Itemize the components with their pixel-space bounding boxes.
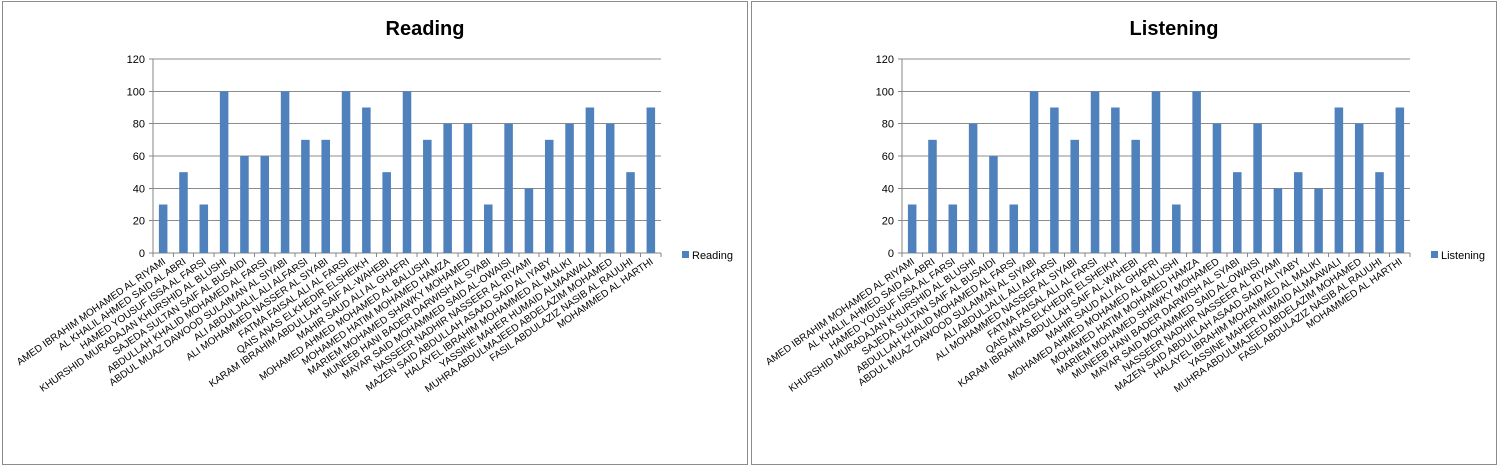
listening-legend-label: Listening [1441, 250, 1485, 262]
reading-chart-title: Reading [386, 18, 465, 40]
listening-bar [968, 123, 978, 254]
reading-bar [362, 107, 371, 253]
reading-bar [423, 139, 432, 253]
listening-y-tick-label: 80 [882, 119, 894, 131]
listening-bar [1111, 107, 1120, 253]
listening-bar [907, 204, 917, 253]
reading-bar [504, 123, 513, 254]
reading-y-tick-label: 60 [133, 151, 145, 163]
listening-bar [1293, 172, 1303, 253]
listening-bar [1314, 188, 1323, 253]
listening-y-tick-label: 120 [876, 54, 894, 66]
reading-y-tick-label: 100 [127, 86, 145, 98]
reading-y-tick-label: 40 [133, 183, 145, 195]
listening-bar [948, 204, 958, 253]
reading-bar [341, 91, 351, 253]
listening-bar [1172, 204, 1181, 253]
reading-bar [280, 91, 290, 253]
listening-bar [1375, 172, 1384, 253]
reading-bar [443, 123, 452, 254]
reading-legend-swatch [682, 251, 689, 258]
reading-bar [301, 139, 310, 253]
reading-bar [240, 156, 249, 253]
listening-bar [1029, 91, 1039, 253]
reading-bar [565, 123, 574, 254]
reading-bar [179, 172, 188, 253]
reading-bar [646, 107, 656, 253]
listening-y-tick-label: 60 [882, 151, 894, 163]
reading-y-tick-label: 20 [133, 216, 145, 228]
reading-bar [199, 204, 209, 253]
reading-y-tick-label: 120 [127, 54, 145, 66]
listening-bar [1273, 188, 1283, 253]
listening-y-tick-label: 40 [882, 183, 894, 195]
listening-bar [989, 156, 998, 253]
listening-bar [1192, 91, 1201, 253]
listening-chart-frame: Listening 0 20 40 60 80 100 120 AMED IBRAHIM MOH… [751, 1, 1497, 465]
listening-bar [1131, 139, 1140, 253]
reading-bar [484, 204, 493, 253]
listening-bar [1253, 123, 1262, 254]
reading-bar [402, 91, 412, 253]
listening-y-tick-label: 100 [876, 86, 894, 98]
reading-bar [605, 123, 615, 254]
reading-bar [158, 204, 168, 253]
listening-bar [1233, 172, 1242, 253]
listening-bar [1009, 204, 1019, 253]
listening-bar [1354, 123, 1364, 254]
listening-bar [928, 139, 937, 253]
reading-bar [544, 139, 554, 253]
reading-y-tick-label: 80 [133, 119, 145, 131]
reading-chart-frame: Reading 0 20 40 60 80 100 120 AMED IBRAHIM MOHAM… [2, 1, 748, 465]
listening-bar [1212, 123, 1222, 254]
reading-bar [524, 188, 534, 253]
listening-bar [1395, 107, 1405, 253]
listening-bar [1050, 107, 1059, 253]
reading-bar [463, 123, 473, 254]
listening-legend-swatch [1431, 251, 1438, 258]
listening-bar [1151, 91, 1161, 253]
reading-bar [219, 91, 229, 253]
reading-bar [585, 107, 595, 253]
listening-bar [1090, 91, 1100, 253]
reading-legend-label: Reading [692, 250, 733, 262]
reading-bar [260, 156, 270, 253]
reading-bar [626, 172, 635, 253]
reading-bar [382, 172, 391, 253]
listening-bar [1334, 107, 1344, 253]
reading-y-tick-label: 0 [139, 248, 145, 260]
listening-chart-title: Listening [1130, 18, 1219, 40]
reading-bar [321, 139, 330, 253]
listening-bar [1070, 139, 1079, 253]
listening-y-tick-label: 0 [888, 248, 894, 260]
listening-y-tick-label: 20 [882, 216, 894, 228]
